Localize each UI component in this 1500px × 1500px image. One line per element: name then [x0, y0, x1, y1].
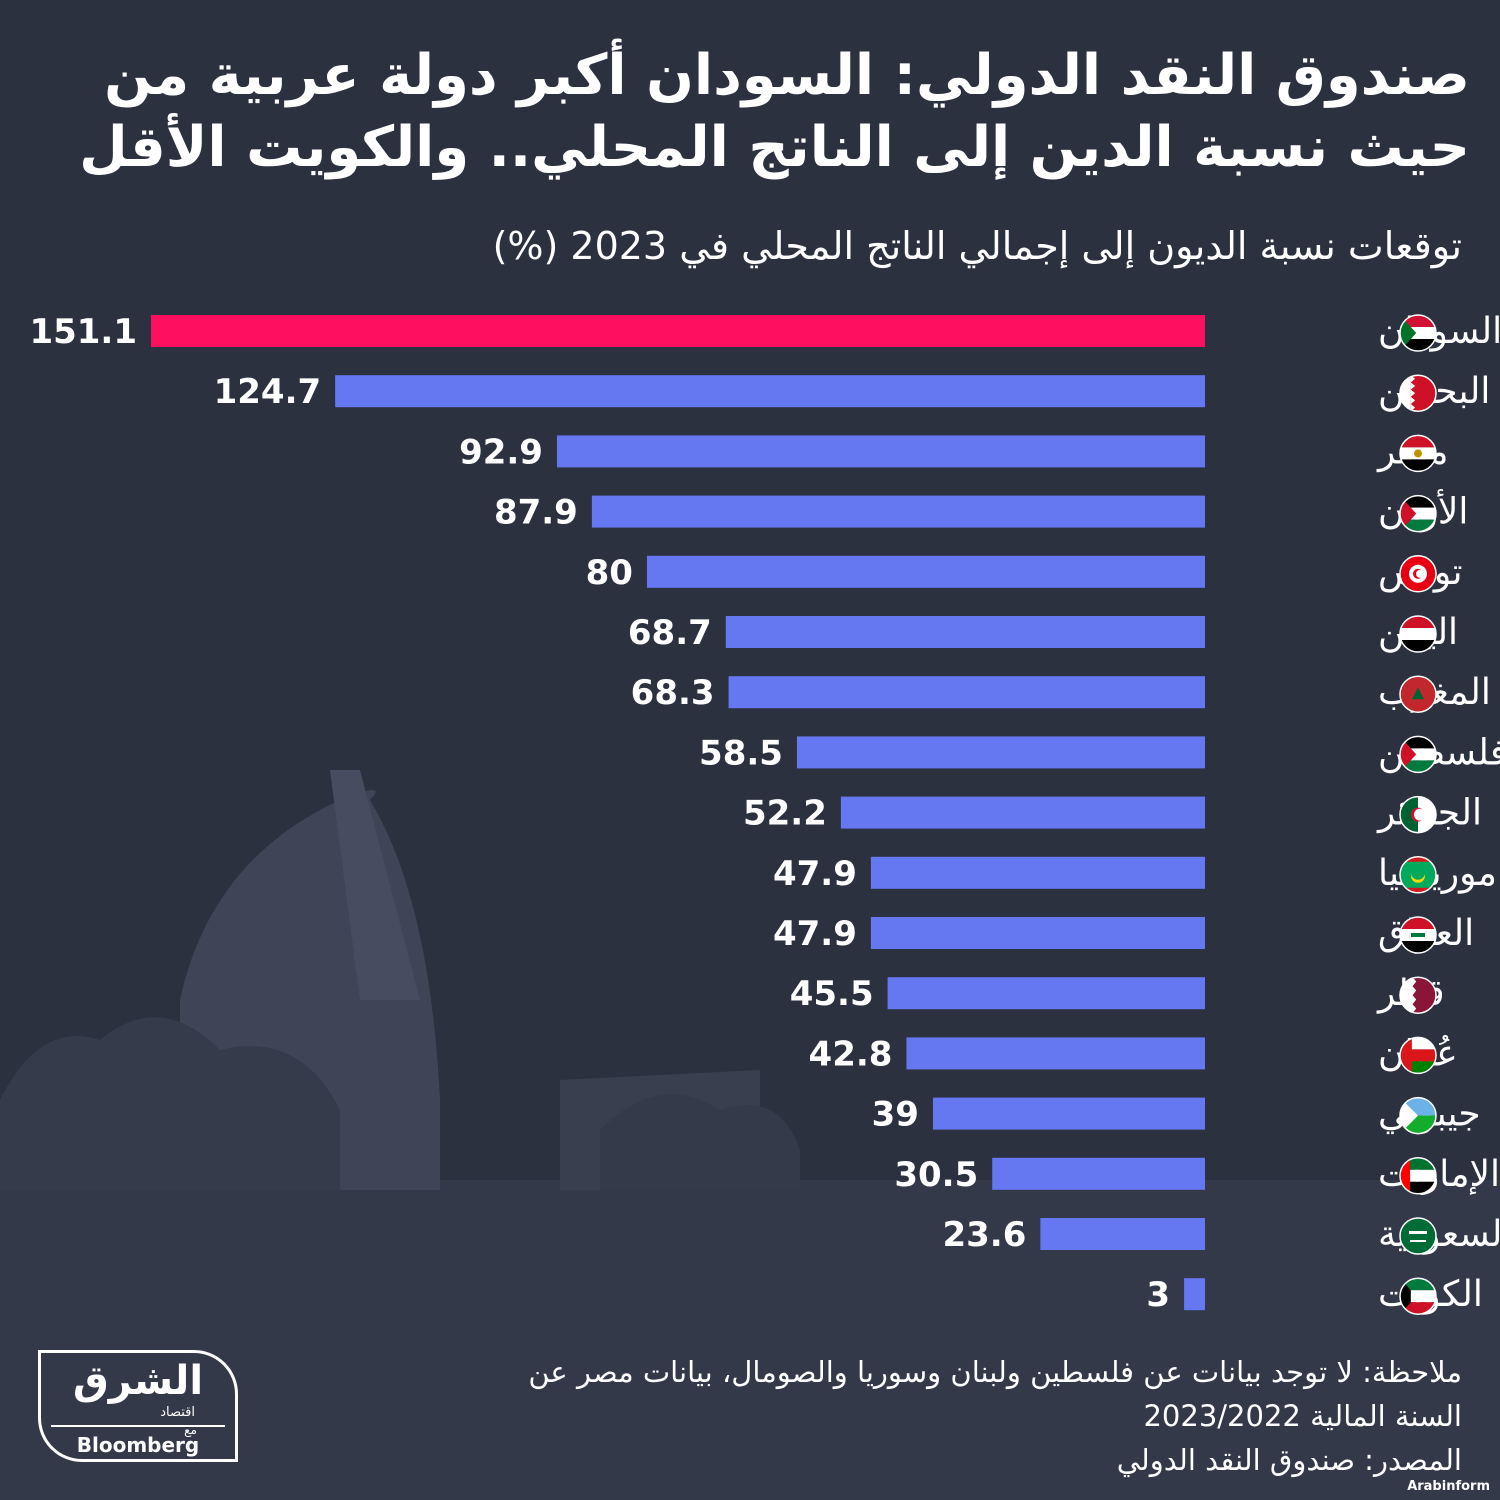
bahrain-flag-icon	[1399, 374, 1437, 412]
algeria-flag-icon	[1399, 795, 1437, 834]
value-label: 23.6	[942, 1215, 1026, 1255]
tunisia-flag-icon	[1399, 555, 1437, 593]
bar	[906, 1037, 1205, 1070]
bar	[591, 495, 1205, 528]
logo-divider	[51, 1425, 225, 1427]
bar	[932, 1097, 1205, 1130]
credit-text: Arabinform	[1407, 1479, 1490, 1494]
value-label: 151.1	[29, 312, 137, 352]
bar	[887, 977, 1205, 1010]
country-label: الإمارات	[1378, 1154, 1500, 1195]
country-label: فلسطين	[1378, 732, 1500, 773]
palestine-flag-icon	[1399, 735, 1437, 774]
footer-notes: ملاحظة: لا توجد بيانات عن فلسطين ولبنان …	[462, 1350, 1462, 1482]
bar	[870, 917, 1205, 949]
value-label: 52.2	[743, 794, 827, 834]
value-label: 30.5	[894, 1155, 978, 1195]
qatar-flag-icon	[1399, 976, 1437, 1014]
value-label: 45.5	[790, 974, 874, 1014]
jordan-flag-icon	[1399, 494, 1437, 533]
bar	[1184, 1278, 1205, 1311]
country-label: السودان	[1378, 311, 1500, 352]
value-label: 68.3	[631, 673, 715, 713]
country-label: السعودية	[1378, 1214, 1500, 1255]
value-label: 3	[1146, 1275, 1170, 1315]
bar	[725, 616, 1205, 648]
bar	[840, 796, 1205, 829]
value-label: 47.9	[773, 914, 857, 954]
oman-flag-icon	[1399, 1036, 1437, 1075]
bar	[1040, 1218, 1205, 1250]
value-label: 47.9	[773, 854, 857, 894]
logo-bloomberg-text: Bloomberg	[76, 1433, 200, 1457]
value-label: 58.5	[699, 733, 783, 773]
chart-subtitle: توقعات نسبة الديون إلى إجمالي الناتج الم…	[492, 224, 1462, 268]
bar	[556, 435, 1205, 468]
value-label: 87.9	[494, 493, 578, 533]
logo-main-text: الشرق	[72, 1358, 204, 1404]
djibouti-flag-icon	[1399, 1096, 1437, 1135]
egypt-flag-icon	[1399, 434, 1437, 473]
saudi-flag-icon	[1399, 1217, 1437, 1255]
bar	[151, 315, 1205, 347]
source-text: المصدر: صندوق النقد الدولي	[1116, 1443, 1462, 1477]
value-label: 68.7	[628, 613, 712, 653]
chart-title: صندوق النقد الدولي: السودان أكبر دولة عر…	[79, 43, 1470, 180]
mauritania-flag-icon	[1399, 856, 1437, 894]
uae-flag-icon	[1399, 1157, 1437, 1195]
value-label: 124.7	[214, 372, 322, 412]
iraq-flag-icon	[1399, 916, 1437, 954]
asharq-bloomberg-logo: الشرق اقتصاد مع Bloomberg	[38, 1350, 238, 1462]
bar	[870, 856, 1205, 889]
value-label: 42.8	[809, 1034, 893, 1074]
bar-chart: 151.1السودان124.7البحرين92.9مصر87.9الأرد…	[29, 311, 1500, 1315]
value-label: 39	[872, 1095, 919, 1135]
logo-sub-text: اقتصاد	[160, 1405, 195, 1420]
country-label: موريتانيا	[1378, 853, 1497, 894]
value-label: 80	[586, 553, 633, 593]
bar	[728, 676, 1205, 709]
bar	[335, 375, 1205, 408]
yemen-flag-icon	[1399, 615, 1437, 653]
value-label: 92.9	[459, 432, 543, 472]
bar	[992, 1157, 1205, 1190]
bar	[646, 555, 1205, 588]
morocco-flag-icon	[1399, 675, 1437, 713]
bar	[796, 736, 1205, 769]
logo-with-text: مع	[184, 1423, 197, 1437]
kuwait-flag-icon	[1399, 1277, 1437, 1315]
sudan-flag-icon	[1399, 314, 1437, 352]
note-text: ملاحظة: لا توجد بيانات عن فلسطين ولبنان …	[528, 1355, 1462, 1433]
